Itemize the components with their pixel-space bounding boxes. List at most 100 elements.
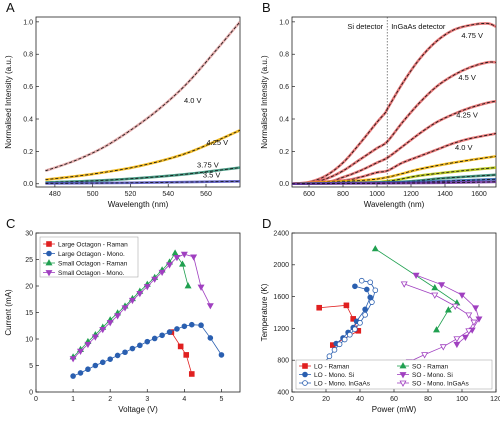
curve-label: 4.75 V bbox=[461, 31, 483, 40]
y-tick-label: 1200 bbox=[273, 326, 289, 333]
plot-area bbox=[312, 245, 483, 378]
x-tick-label: 0 bbox=[290, 396, 294, 403]
data-point bbox=[84, 341, 92, 349]
data-point bbox=[106, 320, 114, 327]
panel-c: C 0 1 2 3 4 5 0 5 10 15 20 25 30 Voltage (V) Current (m… bbox=[4, 216, 241, 414]
curve-label: 4.25 V bbox=[456, 110, 478, 119]
y-tick-label: 2000 bbox=[273, 262, 289, 269]
y-tick-label: 0.8 bbox=[279, 52, 289, 59]
y-tick-label: 5 bbox=[29, 363, 33, 370]
data-point bbox=[352, 326, 358, 332]
curve-label: 4.5 V bbox=[458, 73, 476, 82]
x-tick-label: 540 bbox=[162, 191, 174, 198]
fit-line bbox=[292, 100, 496, 185]
y-tick-label: 0 bbox=[29, 389, 33, 396]
x-tick-label: 1000 bbox=[369, 191, 385, 198]
data-point bbox=[465, 312, 473, 319]
data-point bbox=[171, 249, 179, 256]
plot-area bbox=[45, 21, 240, 185]
fit-line bbox=[292, 61, 496, 185]
legend-label: Small Octagon - Mono. bbox=[58, 270, 125, 277]
data-point bbox=[114, 352, 121, 359]
legend-marker bbox=[399, 380, 407, 387]
y-axis-label: Normalised Intensity (a.u.) bbox=[260, 55, 269, 149]
curve-label: 4.0 V bbox=[455, 143, 473, 152]
data-point bbox=[70, 373, 76, 379]
x-tick-label: 5 bbox=[220, 396, 224, 403]
data-point bbox=[472, 305, 480, 312]
legend-marker bbox=[45, 270, 53, 277]
x-tick-label: 1600 bbox=[471, 191, 487, 198]
y-tick-label: 25 bbox=[25, 257, 33, 264]
series-line bbox=[171, 331, 193, 375]
data-point bbox=[190, 254, 198, 261]
y-tick-label: 10 bbox=[25, 336, 33, 343]
series-line bbox=[375, 248, 458, 331]
data-point bbox=[412, 272, 420, 279]
x-tick-label: 1 bbox=[71, 396, 75, 403]
data-point bbox=[461, 334, 469, 341]
legend-marker bbox=[46, 250, 52, 257]
data-point bbox=[451, 303, 459, 310]
data-point bbox=[367, 279, 374, 286]
legend-label: SO - Raman bbox=[412, 363, 449, 370]
data-point bbox=[166, 262, 174, 269]
y-tick-label: 20 bbox=[25, 283, 33, 290]
fit-line bbox=[45, 180, 240, 184]
x-axis-label: Wavelength (nm) bbox=[108, 200, 169, 209]
detector-label-si: Si detector bbox=[347, 22, 383, 31]
data-point bbox=[346, 331, 353, 338]
data-point bbox=[180, 251, 188, 259]
y-tick-label: 0.8 bbox=[23, 52, 33, 59]
data-point bbox=[372, 287, 379, 294]
data-point bbox=[107, 356, 113, 362]
data-point bbox=[362, 306, 368, 313]
y-tick-label: 15 bbox=[25, 310, 33, 317]
data-point bbox=[400, 281, 408, 288]
data-point bbox=[122, 349, 128, 356]
curve-label: 4.25 V bbox=[206, 138, 228, 147]
data-point bbox=[173, 254, 181, 262]
data-point bbox=[136, 291, 144, 298]
x-tick-label: 120 bbox=[490, 396, 500, 403]
y-tick-label: 0.6 bbox=[23, 84, 33, 91]
legend-box bbox=[39, 236, 139, 278]
x-tick-label: 20 bbox=[322, 396, 330, 403]
panel-d: D 0 20 40 60 80 100 120 400 800 1200 1600 2000 2400 Po… bbox=[260, 216, 500, 414]
x-tick-label: 3 bbox=[145, 396, 149, 403]
legend-marker bbox=[399, 362, 407, 369]
data-point bbox=[369, 299, 375, 305]
data-point bbox=[121, 305, 129, 312]
y-tick-label: 0.2 bbox=[279, 149, 289, 156]
data-point bbox=[177, 343, 184, 350]
panel-a: A 480 500 520 540 560 0.0 0.2 0.4 0.6 0.8 1.0 Wavele… bbox=[4, 0, 241, 209]
data-point bbox=[465, 328, 473, 335]
y-tick-label: 30 bbox=[25, 230, 33, 237]
panel-letter: A bbox=[6, 0, 15, 15]
data-point bbox=[92, 362, 99, 369]
x-tick-label: 4 bbox=[182, 396, 186, 403]
data-point bbox=[438, 282, 446, 289]
data-point bbox=[352, 283, 358, 290]
y-tick-label: 800 bbox=[277, 358, 289, 365]
data-point bbox=[184, 282, 192, 289]
legend-label: SO - Mono. Si bbox=[412, 372, 453, 379]
x-tick-label: 0 bbox=[34, 396, 38, 403]
data-point bbox=[188, 371, 195, 377]
data-point bbox=[179, 260, 186, 267]
data-point bbox=[91, 334, 99, 341]
legend-marker bbox=[46, 241, 52, 247]
data-point bbox=[444, 306, 452, 313]
legend-label: LO - Mono. Si bbox=[314, 372, 354, 379]
fit-line bbox=[292, 23, 496, 185]
legend-box bbox=[295, 359, 493, 390]
plot-frame bbox=[35, 16, 241, 188]
data-point bbox=[343, 302, 350, 309]
curve-label: 4.0 V bbox=[184, 96, 202, 105]
data-point bbox=[198, 322, 204, 329]
data-point bbox=[188, 321, 195, 328]
data-point bbox=[128, 297, 136, 305]
y-tick-label: 1.0 bbox=[279, 19, 289, 26]
data-point bbox=[151, 276, 159, 283]
data-point bbox=[129, 345, 136, 352]
